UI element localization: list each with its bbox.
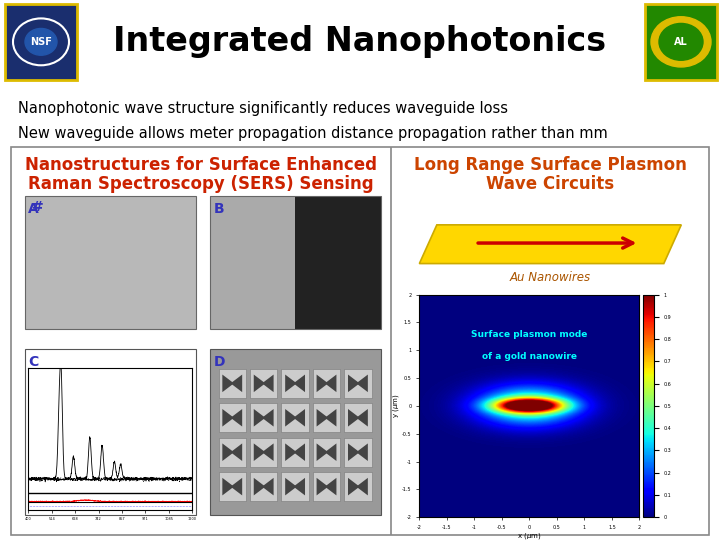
Text: A: A (28, 202, 39, 216)
Bar (219, 403, 246, 433)
Bar (250, 403, 277, 433)
Text: Integrated Nanophotonics: Integrated Nanophotonics (114, 25, 606, 58)
Polygon shape (262, 375, 274, 392)
Circle shape (651, 17, 711, 67)
Polygon shape (253, 409, 266, 427)
Bar (219, 437, 246, 467)
Polygon shape (325, 375, 336, 392)
Text: D: D (213, 355, 225, 369)
Polygon shape (356, 443, 368, 461)
Polygon shape (348, 478, 359, 495)
Polygon shape (356, 409, 368, 427)
FancyBboxPatch shape (645, 4, 717, 79)
Text: Long Range Surface Plasmon: Long Range Surface Plasmon (414, 156, 687, 174)
Bar (282, 437, 309, 467)
Polygon shape (348, 375, 359, 392)
Polygon shape (253, 375, 266, 392)
Polygon shape (230, 409, 242, 427)
Text: #: # (32, 200, 43, 214)
Text: AL: AL (674, 37, 688, 47)
Bar (313, 437, 340, 467)
Polygon shape (317, 375, 328, 392)
Text: of a gold nanowire: of a gold nanowire (482, 353, 577, 361)
Polygon shape (317, 478, 328, 495)
Polygon shape (294, 478, 305, 495)
Polygon shape (325, 409, 336, 427)
FancyBboxPatch shape (5, 4, 77, 79)
Polygon shape (294, 375, 305, 392)
Polygon shape (419, 225, 681, 264)
Text: Nanophotonic wave structure significantly reduces waveguide loss: Nanophotonic wave structure significantl… (18, 101, 508, 116)
Polygon shape (317, 409, 328, 427)
Polygon shape (356, 478, 368, 495)
Y-axis label: y ($\mu$m): y ($\mu$m) (391, 394, 401, 418)
Bar (250, 472, 277, 501)
Bar (219, 369, 246, 398)
Polygon shape (285, 478, 297, 495)
Polygon shape (253, 478, 266, 495)
Bar (250, 369, 277, 398)
Polygon shape (222, 409, 234, 427)
Bar (282, 472, 309, 501)
Polygon shape (348, 409, 359, 427)
Bar (313, 369, 340, 398)
Bar (344, 472, 372, 501)
Bar (313, 403, 340, 433)
Text: C: C (28, 355, 38, 369)
Text: NSF: NSF (30, 37, 52, 47)
Text: New waveguide allows meter propagation distance propagation rather than mm: New waveguide allows meter propagation d… (18, 126, 608, 141)
Bar (210, 349, 381, 515)
Polygon shape (356, 375, 368, 392)
Polygon shape (222, 443, 234, 461)
Bar (344, 369, 372, 398)
Polygon shape (230, 443, 242, 461)
Polygon shape (285, 443, 297, 461)
X-axis label: x ($\mu$m): x ($\mu$m) (517, 531, 541, 540)
Bar (24, 349, 196, 515)
Bar (24, 196, 196, 329)
Polygon shape (317, 443, 328, 461)
Polygon shape (222, 478, 234, 495)
Polygon shape (294, 443, 305, 461)
Text: Wave Circuits: Wave Circuits (486, 175, 614, 193)
Polygon shape (285, 375, 297, 392)
Polygon shape (325, 443, 336, 461)
Polygon shape (262, 478, 274, 495)
Polygon shape (294, 409, 305, 427)
Text: Surface plasmon mode: Surface plasmon mode (471, 330, 588, 339)
Circle shape (659, 23, 703, 60)
Bar (282, 403, 309, 433)
Bar (344, 437, 372, 467)
Text: Raman Spectroscopy (SERS) Sensing: Raman Spectroscopy (SERS) Sensing (28, 175, 374, 193)
Polygon shape (222, 375, 234, 392)
Bar (295, 196, 381, 329)
Text: B: B (213, 202, 224, 216)
Bar (219, 472, 246, 501)
Polygon shape (325, 478, 336, 495)
Circle shape (13, 18, 69, 65)
Bar (282, 369, 309, 398)
Bar (313, 472, 340, 501)
Polygon shape (262, 409, 274, 427)
Text: Au Nanowires: Au Nanowires (510, 271, 591, 284)
Bar (344, 403, 372, 433)
Polygon shape (253, 443, 266, 461)
Polygon shape (230, 375, 242, 392)
Polygon shape (262, 443, 274, 461)
Polygon shape (230, 478, 242, 495)
Bar (210, 196, 295, 329)
Polygon shape (285, 409, 297, 427)
Text: Nanostructures for Surface Enhanced: Nanostructures for Surface Enhanced (25, 156, 377, 174)
Polygon shape (348, 443, 359, 461)
Bar (250, 437, 277, 467)
Circle shape (25, 29, 57, 55)
Bar (210, 196, 381, 329)
